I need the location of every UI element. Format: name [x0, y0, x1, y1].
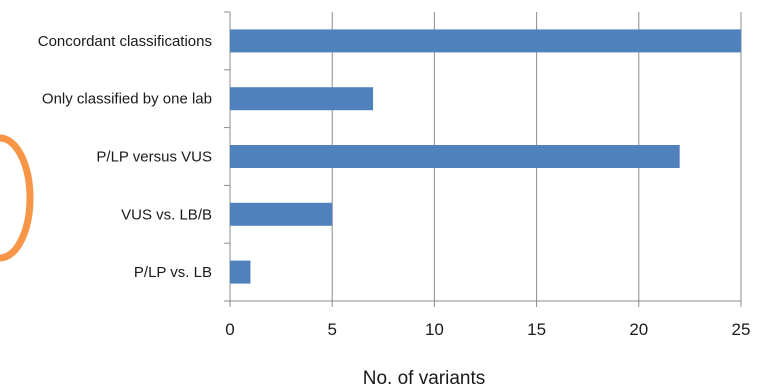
bar-2 [230, 87, 374, 111]
category-label-3: P/LP versus VUS [96, 149, 212, 166]
x-tick-label-10: 10 [425, 320, 444, 339]
category-labels: Concordant classifications Only classifie… [38, 33, 212, 281]
bar-1 [230, 29, 741, 53]
category-label-1: Concordant classifications [38, 33, 212, 50]
bars [230, 29, 741, 284]
x-tick-label-25: 25 [732, 320, 751, 339]
bar-5 [230, 260, 251, 284]
category-label-2: Only classified by one lab [42, 91, 212, 108]
category-label-5: P/LP vs. LB [134, 264, 212, 281]
x-tick-label-20: 20 [629, 320, 648, 339]
bar-3 [230, 145, 680, 168]
x-tick-label-0: 0 [225, 320, 234, 339]
x-tick-label-5: 5 [327, 320, 336, 339]
decorative-arc [0, 134, 34, 262]
x-tick-labels: 0 5 10 15 20 25 [225, 320, 750, 339]
bar-4 [230, 202, 333, 226]
category-label-4: VUS vs. LB/B [121, 206, 212, 223]
x-axis-title: No. of variants [363, 368, 486, 389]
x-tick-label-15: 15 [527, 320, 546, 339]
